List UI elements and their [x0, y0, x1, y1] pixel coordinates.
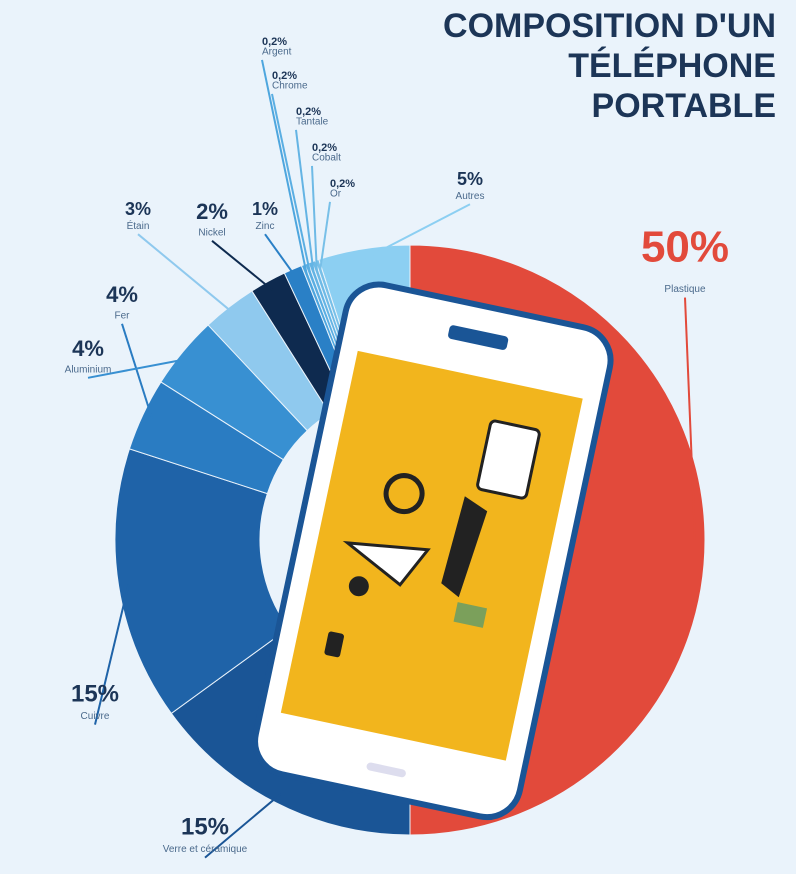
leader-line [684, 297, 696, 541]
value-label: 50% [641, 223, 729, 272]
category-label: Plastique [664, 284, 706, 295]
value-label: 1% [252, 199, 278, 219]
category-label: Nickel [198, 227, 225, 238]
leader-line [271, 93, 312, 274]
leader-line [261, 59, 308, 275]
value-label: 3% [125, 199, 151, 219]
chart-title: COMPOSITION D'UN TÉLÉPHONE PORTABLE [443, 7, 776, 125]
leader-line [264, 233, 298, 280]
category-label: Fer [115, 310, 131, 321]
phone-illustration [252, 281, 614, 821]
category-label: Or [330, 189, 342, 200]
category-label: Argent [262, 47, 292, 58]
value-label: 0,2% [330, 178, 355, 190]
category-label: Tantale [296, 117, 329, 128]
leader-line [364, 203, 471, 260]
category-label: Cuivre [81, 711, 110, 722]
category-label: Cobalt [312, 153, 341, 164]
leader-line [94, 584, 130, 725]
value-label: 15% [71, 680, 119, 707]
leader-line [87, 357, 191, 379]
donut-segment [114, 448, 290, 715]
value-label: 0,2% [262, 36, 287, 48]
category-label: Aluminium [65, 364, 112, 375]
leader-line [311, 165, 318, 271]
leader-line [121, 323, 154, 419]
value-label: 0,2% [272, 70, 297, 82]
category-label: Verre et céramique [163, 844, 248, 855]
leader-line [295, 129, 315, 272]
leader-line [319, 201, 331, 270]
value-label: 4% [106, 282, 138, 307]
value-label: 15% [181, 813, 229, 840]
value-label: 5% [457, 169, 483, 189]
labels: 50% Plastique 15% Verre et céramique 15% Cuiv… [65, 36, 729, 859]
category-label: Étain [127, 219, 150, 232]
category-label: Chrome [272, 81, 308, 92]
value-label: 2% [196, 199, 228, 224]
value-label: 0,2% [312, 142, 337, 154]
category-label: Autres [456, 191, 485, 202]
leader-line [211, 240, 274, 292]
leader-line [204, 793, 282, 859]
leader-line [137, 233, 236, 316]
value-label: 0,2% [296, 106, 321, 118]
category-label: Zinc [256, 221, 275, 232]
value-label: 4% [72, 336, 104, 361]
